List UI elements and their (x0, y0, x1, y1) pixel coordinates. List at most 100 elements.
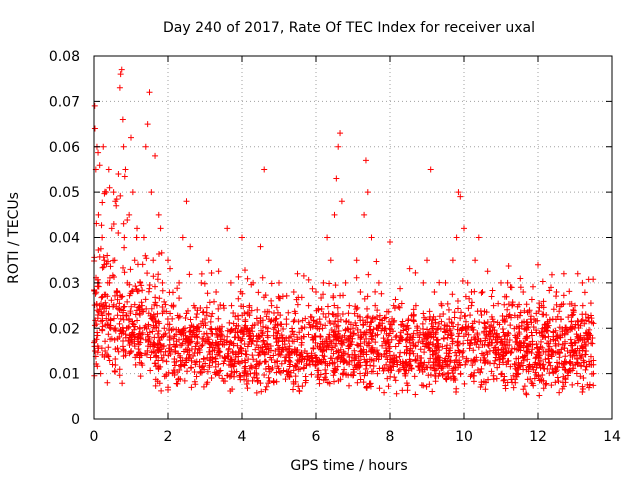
data-point (228, 302, 235, 309)
data-point (338, 198, 345, 205)
data-point (169, 289, 176, 296)
data-point (327, 319, 334, 326)
data-point (154, 276, 161, 283)
data-point (206, 348, 213, 355)
data-point (378, 290, 385, 297)
data-point (549, 366, 556, 373)
data-point (169, 315, 176, 322)
data-point (217, 336, 224, 343)
data-point (314, 374, 321, 381)
data-point (424, 257, 430, 264)
data-point (366, 380, 373, 387)
data-point (508, 376, 515, 383)
data-point (239, 234, 245, 241)
data-point (200, 322, 207, 329)
data-point (508, 349, 515, 356)
data-point (273, 304, 280, 311)
y-tick-label: 0.03 (49, 276, 80, 292)
data-point (453, 352, 460, 359)
data-point (555, 341, 562, 348)
data-point (501, 373, 508, 380)
data-point (280, 367, 287, 374)
data-point (400, 323, 407, 330)
data-point (440, 335, 447, 342)
data-point (147, 354, 154, 361)
data-point (494, 364, 501, 371)
data-point (357, 362, 364, 369)
data-point (542, 321, 549, 328)
data-point (320, 310, 327, 317)
data-point (424, 341, 431, 348)
data-point (285, 351, 292, 358)
data-point (526, 341, 533, 348)
data-point (579, 311, 586, 318)
data-point (533, 310, 540, 317)
data-point (116, 320, 123, 327)
data-point (117, 71, 124, 78)
data-point (246, 332, 253, 339)
data-point (539, 278, 546, 285)
data-point (364, 305, 371, 312)
data-point (121, 269, 128, 276)
data-point (181, 377, 188, 384)
data-point (182, 314, 189, 321)
data-point (302, 373, 309, 380)
data-point (255, 344, 262, 351)
data-point (194, 350, 201, 357)
data-point (361, 211, 368, 218)
data-point (289, 325, 296, 332)
data-point (561, 340, 568, 347)
data-point (105, 344, 112, 351)
data-point (486, 323, 493, 330)
data-point (550, 369, 557, 376)
data-point (529, 380, 536, 387)
data-point (187, 327, 194, 334)
data-point (105, 321, 112, 328)
data-point (540, 385, 547, 392)
data-point (581, 320, 588, 327)
data-point (153, 324, 160, 331)
data-point (528, 319, 535, 326)
data-point (532, 355, 539, 362)
data-point (385, 383, 392, 390)
data-point (466, 295, 473, 302)
data-point (432, 329, 439, 336)
data-point (345, 310, 352, 317)
data-point (357, 348, 364, 355)
data-point (363, 384, 370, 391)
data-point (245, 377, 252, 384)
data-point (373, 258, 380, 265)
data-point (110, 315, 117, 322)
data-point (408, 365, 415, 372)
y-tick-label: 0.01 (49, 367, 80, 383)
data-point (442, 279, 449, 286)
data-point (212, 363, 219, 370)
data-point (94, 329, 101, 336)
data-point (151, 283, 158, 290)
data-point (337, 338, 344, 345)
data-point (255, 333, 262, 340)
data-point (470, 378, 477, 385)
data-point (571, 348, 578, 355)
data-point (553, 301, 560, 308)
data-point (230, 320, 237, 327)
data-point (525, 323, 532, 330)
data-point (132, 361, 139, 368)
data-point (177, 354, 184, 361)
data-point (421, 314, 428, 321)
data-point (457, 315, 464, 322)
data-point (341, 366, 348, 373)
data-point (105, 331, 112, 338)
data-point (242, 368, 249, 375)
data-point (508, 284, 515, 291)
data-point (335, 347, 342, 354)
data-point (420, 382, 427, 389)
data-point (326, 331, 333, 338)
data-point (581, 339, 588, 346)
data-point (114, 288, 121, 295)
data-point (500, 377, 507, 384)
data-point (297, 351, 304, 358)
data-point (226, 341, 233, 348)
data-point (217, 367, 224, 374)
data-point (151, 334, 158, 341)
